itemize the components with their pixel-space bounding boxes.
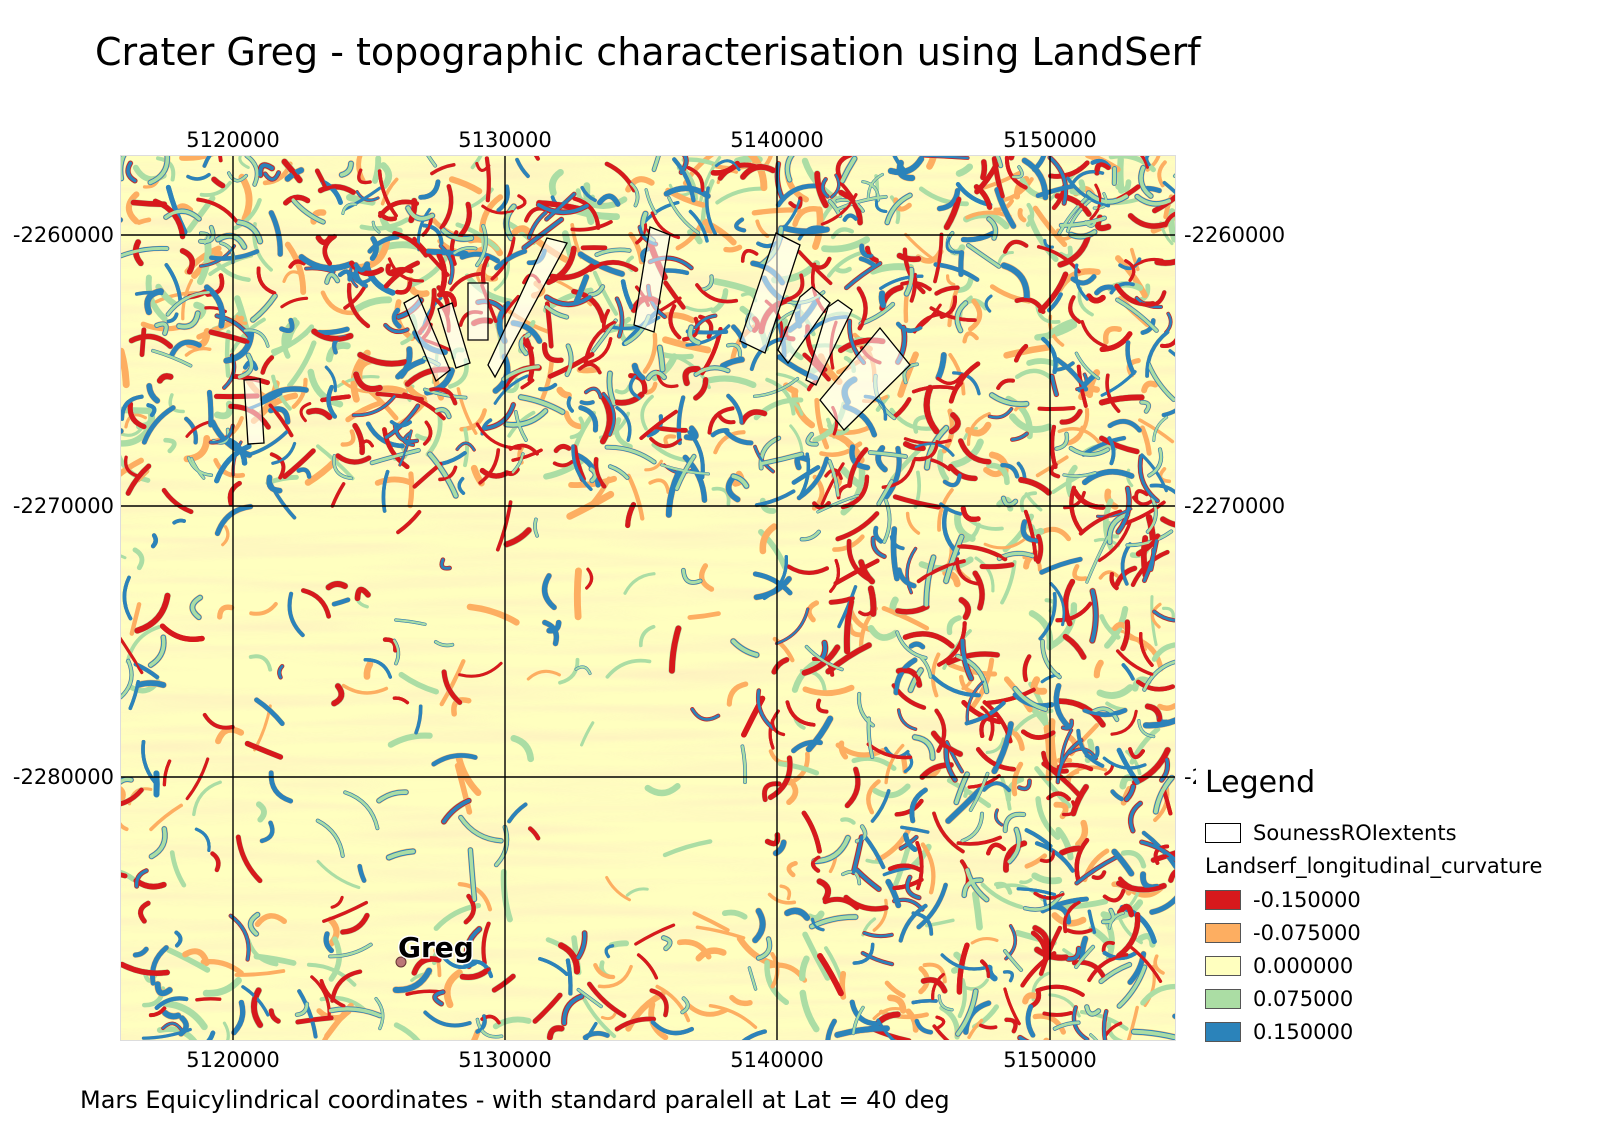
legend-entry-label: 0.075000 bbox=[1253, 986, 1354, 1011]
legend-swatch bbox=[1205, 988, 1241, 1009]
roi-polygon-10[interactable] bbox=[819, 326, 911, 431]
legend-roi-row: SounessROIextents bbox=[1205, 816, 1542, 849]
roi-polygon-7[interactable] bbox=[739, 232, 801, 354]
x-tick-top-4: 5150000 bbox=[1003, 128, 1097, 152]
y-tick-right-3-partial: -2 bbox=[1184, 765, 1196, 789]
greg-marker[interactable] bbox=[395, 956, 407, 968]
roi-extents bbox=[243, 226, 911, 445]
x-tick-bottom-2: 5130000 bbox=[458, 1048, 552, 1072]
legend-swatch bbox=[1205, 922, 1241, 943]
y-tick-left-3: -2280000 bbox=[12, 765, 114, 789]
x-tick-bottom-4: 5150000 bbox=[1003, 1048, 1097, 1072]
x-tick-top-2: 5130000 bbox=[458, 128, 552, 152]
y-tick-right-1: -2260000 bbox=[1184, 223, 1286, 247]
legend-entry-label: -0.075000 bbox=[1253, 920, 1361, 945]
legend-entry-label: 0.000000 bbox=[1253, 953, 1354, 978]
legend: Legend SounessROIextents Landserf_longit… bbox=[1205, 765, 1542, 1048]
roi-polygon-2[interactable] bbox=[403, 294, 451, 383]
map-title: Crater Greg - topographic characterisati… bbox=[95, 30, 1201, 74]
legend-entry: 0.075000 bbox=[1205, 982, 1542, 1015]
y-tick-left-1: -2260000 bbox=[12, 223, 114, 247]
roi-swatch bbox=[1205, 822, 1241, 843]
y-tick-right-2: -2270000 bbox=[1184, 494, 1286, 518]
legend-swatch bbox=[1205, 889, 1241, 910]
map-subtitle: Mars Equicylindrical coordinates - with … bbox=[80, 1086, 950, 1114]
roi-polygon-9[interactable] bbox=[805, 299, 853, 386]
legend-swatch bbox=[1205, 955, 1241, 976]
roi-polygon-1[interactable] bbox=[243, 378, 265, 445]
legend-entry-label: 0.150000 bbox=[1253, 1019, 1354, 1044]
curvature-raster: Greg bbox=[120, 155, 1176, 1041]
y-tick-left-2: -2270000 bbox=[12, 494, 114, 518]
x-tick-top-3: 5140000 bbox=[730, 128, 824, 152]
roi-polygon-3[interactable] bbox=[437, 302, 471, 369]
curvature-map[interactable]: Greg bbox=[120, 155, 1176, 1041]
legend-roi-label: SounessROIextents bbox=[1253, 820, 1457, 845]
legend-entry: -0.075000 bbox=[1205, 916, 1542, 949]
x-tick-top-1: 5120000 bbox=[186, 128, 280, 152]
roi-polygon-5[interactable] bbox=[487, 237, 568, 379]
legend-entries: -0.150000 -0.075000 0.000000 0.075000 0.1500… bbox=[1205, 883, 1542, 1048]
roi-polygon-8[interactable] bbox=[777, 286, 831, 365]
roi-polygon-6[interactable] bbox=[633, 226, 671, 333]
legend-title: Legend bbox=[1205, 765, 1316, 800]
roi-polygon-4[interactable] bbox=[467, 282, 489, 341]
x-tick-bottom-3: 5140000 bbox=[730, 1048, 824, 1072]
crater-label-greg: Greg bbox=[398, 931, 474, 964]
legend-entry-label: -0.150000 bbox=[1253, 887, 1361, 912]
x-tick-bottom-1: 5120000 bbox=[186, 1048, 280, 1072]
legend-swatch bbox=[1205, 1021, 1241, 1042]
legend-entry: -0.150000 bbox=[1205, 883, 1542, 916]
legend-entry: 0.150000 bbox=[1205, 1015, 1542, 1048]
legend-entry: 0.000000 bbox=[1205, 949, 1542, 982]
legend-group-label: Landserf_longitudinal_curvature bbox=[1205, 854, 1543, 878]
